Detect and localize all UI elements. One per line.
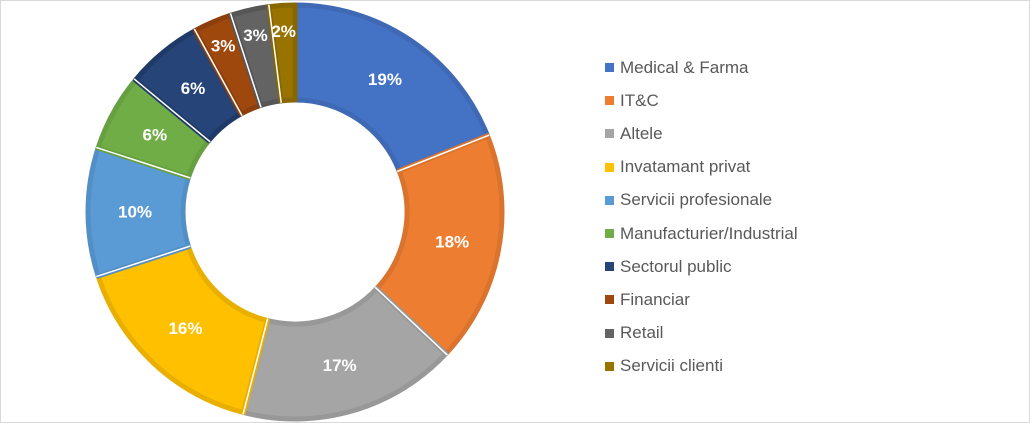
legend-swatch — [605, 162, 614, 172]
legend-item-3: Invatamant privat — [605, 151, 798, 184]
legend-swatch — [605, 96, 614, 106]
legend-label: Servicii clienti — [620, 356, 723, 376]
slice-separator-5 — [95, 146, 191, 179]
donut-slice-3 — [95, 244, 270, 415]
legend-item-8: Retail — [605, 317, 798, 350]
slice-data-label-9: 2% — [271, 22, 296, 41]
donut-chart: 19%18%17%16%10%6%6%3%3% 2% — [85, 2, 505, 422]
donut-slice-1 — [374, 133, 505, 357]
slice-data-label-8: 3% — [243, 26, 268, 45]
slice-data-label-6: 6% — [181, 79, 206, 98]
legend-swatch — [605, 195, 614, 205]
legend-item-6: Sectorul public — [605, 250, 798, 283]
legend-label: Manufacturier/Industrial — [620, 223, 798, 243]
slice-separator-2 — [374, 286, 448, 356]
legend-label: Altele — [620, 123, 663, 143]
slice-data-label-0: 19% — [368, 70, 402, 89]
slice-separator-7 — [193, 28, 243, 116]
legend-swatch — [605, 328, 614, 338]
legend-item-7: Financiar — [605, 283, 798, 316]
donut-slice-2 — [241, 286, 449, 422]
legend-label: Financiar — [620, 289, 690, 309]
legend-item-4: Servicii profesionale — [605, 184, 798, 217]
legend-label: Retail — [620, 323, 664, 343]
legend-item-9: Servicii clienti — [605, 350, 798, 383]
donut-slice-9 — [266, 2, 298, 104]
slice-separator-8 — [229, 12, 262, 108]
legend-label: Invatamant privat — [620, 157, 751, 177]
legend-label: IT&C — [620, 90, 659, 110]
slice-data-label-3: 16% — [168, 319, 202, 338]
legend-swatch — [605, 295, 614, 305]
slice-data-label-5: 6% — [143, 125, 168, 144]
slice-data-label-4: 10% — [118, 203, 152, 222]
legend-swatch — [605, 262, 614, 272]
slice-data-label-2: 17% — [323, 356, 357, 375]
slice-data-label-7: 3% — [211, 36, 236, 55]
legend-item-5: Manufacturier/Industrial — [605, 217, 798, 250]
legend-item-2: Altele — [605, 117, 798, 150]
slice-separator-3 — [242, 318, 269, 415]
legend-label: Servicii profesionale — [620, 190, 773, 210]
chart-legend: Medical & Farma IT&C Altele Invatamant priv… — [605, 51, 798, 383]
legend-item-0: Medical & Farma — [605, 51, 798, 84]
legend-label: Sectorul public — [620, 256, 732, 276]
legend-swatch — [605, 361, 614, 371]
legend-item-1: IT&C — [605, 84, 798, 117]
slice-separator-1 — [396, 134, 490, 173]
slice-separator-6 — [133, 78, 211, 143]
donut-slice-0 — [292, 2, 490, 174]
legend-swatch — [605, 229, 614, 239]
legend-swatch — [605, 129, 614, 139]
legend-swatch — [605, 63, 614, 73]
slice-separator-4 — [95, 245, 191, 278]
legend-label: Medical & Farma — [620, 57, 749, 77]
slice-data-label-1: 18% — [435, 232, 469, 251]
slice-separator-9 — [268, 4, 282, 103]
